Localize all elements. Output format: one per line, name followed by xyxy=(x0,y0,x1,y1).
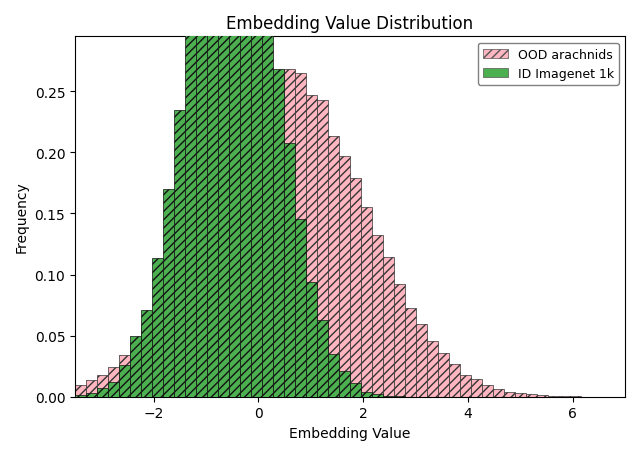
Bar xyxy=(493,389,504,397)
Bar xyxy=(262,0,273,397)
Bar xyxy=(174,260,185,397)
Bar xyxy=(108,367,119,397)
Bar xyxy=(273,70,284,397)
Bar xyxy=(405,308,416,397)
Bar xyxy=(394,285,405,397)
Bar xyxy=(350,383,361,397)
Bar xyxy=(482,385,493,397)
Bar xyxy=(548,396,559,397)
Bar xyxy=(504,392,515,397)
Bar xyxy=(185,31,196,397)
Bar xyxy=(185,235,196,397)
Bar xyxy=(328,354,339,397)
Bar xyxy=(229,131,240,397)
Bar xyxy=(372,235,383,397)
Bar xyxy=(97,375,108,397)
Bar xyxy=(570,396,581,397)
Bar xyxy=(273,76,284,397)
Bar xyxy=(284,143,295,397)
Bar xyxy=(295,219,306,397)
Bar xyxy=(196,214,207,397)
Bar xyxy=(108,382,119,397)
Bar xyxy=(251,91,262,397)
Title: Embedding Value Distribution: Embedding Value Distribution xyxy=(227,15,474,33)
Bar xyxy=(438,354,449,397)
Bar xyxy=(207,0,218,397)
Bar xyxy=(119,355,130,397)
Bar xyxy=(317,101,328,397)
Bar xyxy=(75,394,86,397)
Legend: OOD arachnids, ID Imagenet 1k: OOD arachnids, ID Imagenet 1k xyxy=(477,44,619,86)
Bar xyxy=(350,179,361,397)
Bar xyxy=(152,258,163,397)
Bar xyxy=(196,0,207,397)
Bar xyxy=(174,111,185,397)
Bar xyxy=(97,389,108,397)
Bar xyxy=(471,379,482,397)
Bar xyxy=(306,282,317,397)
Bar xyxy=(86,380,97,397)
Bar xyxy=(295,74,306,397)
Bar xyxy=(306,96,317,397)
Bar xyxy=(130,342,141,397)
Bar xyxy=(75,385,86,397)
Bar xyxy=(119,366,130,397)
Bar xyxy=(163,288,174,397)
Bar xyxy=(240,111,251,397)
Bar xyxy=(449,364,460,397)
Bar xyxy=(537,396,548,397)
Bar xyxy=(383,396,394,397)
Bar xyxy=(427,341,438,397)
Bar xyxy=(526,394,537,397)
Bar xyxy=(559,396,570,397)
Bar xyxy=(372,394,383,397)
Bar xyxy=(240,0,251,397)
Bar xyxy=(207,182,218,397)
Bar xyxy=(130,337,141,397)
X-axis label: Embedding Value: Embedding Value xyxy=(289,426,411,440)
Bar xyxy=(251,0,262,397)
Bar xyxy=(328,136,339,397)
Bar xyxy=(218,154,229,397)
Bar xyxy=(416,324,427,397)
Bar xyxy=(339,157,350,397)
Bar xyxy=(361,207,372,397)
Bar xyxy=(339,372,350,397)
Bar xyxy=(284,69,295,397)
Bar xyxy=(317,320,328,397)
Bar xyxy=(163,189,174,397)
Bar xyxy=(141,310,152,397)
Bar xyxy=(141,327,152,397)
Bar xyxy=(152,313,163,397)
Bar xyxy=(460,375,471,397)
Bar xyxy=(218,0,229,397)
Bar xyxy=(383,257,394,397)
Bar xyxy=(262,82,273,397)
Bar xyxy=(361,392,372,397)
Bar xyxy=(515,393,526,397)
Bar xyxy=(229,0,240,397)
Y-axis label: Frequency: Frequency xyxy=(15,181,29,253)
Bar xyxy=(86,393,97,397)
